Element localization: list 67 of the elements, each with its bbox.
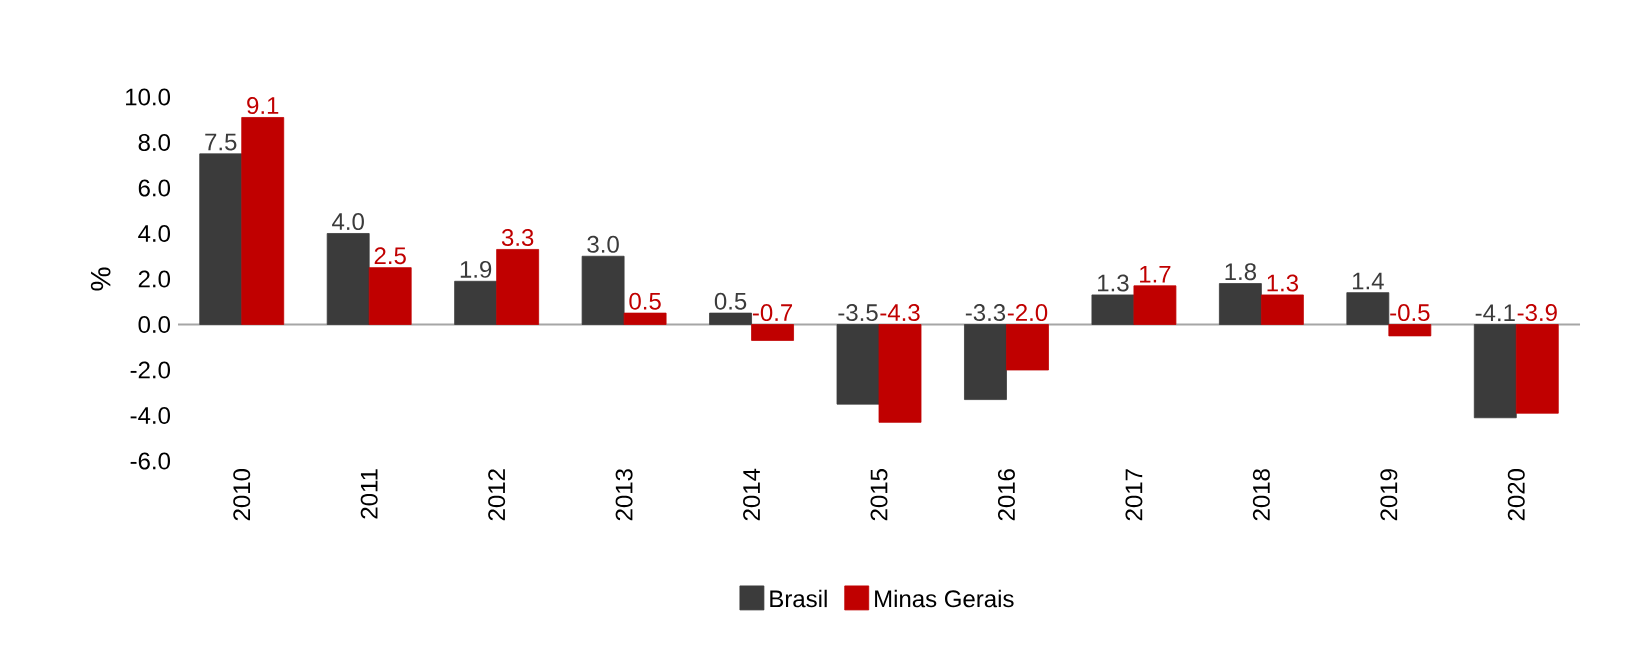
bar [1346,292,1390,325]
x-tick-label: 2019 [1380,469,1398,521]
y-tick-label: 2.0 [138,270,171,288]
data-label: -3.3 [965,304,1006,322]
bar [623,312,667,325]
y-tick-label: -6.0 [130,452,171,470]
bar [368,267,412,325]
y-tick-label: 0.0 [138,316,171,333]
bar [1473,324,1517,419]
data-label: -4.1 [1475,304,1515,322]
x-tick-label: 2020 [1507,469,1525,521]
data-label: -2.0 [1007,304,1048,322]
y-tick-label: -2.0 [130,361,171,379]
x-tick-label: 2018 [1252,469,1270,521]
data-label: 1.3 [1267,274,1299,292]
data-label: 3.3 [501,229,534,247]
data-label: 1.4 [1352,272,1384,290]
bar [199,153,243,325]
bar [1133,285,1177,325]
data-label: 3.0 [587,235,619,253]
bar [581,255,625,325]
bar [836,324,880,405]
bar [1218,283,1262,325]
data-label: -0.5 [1390,304,1430,322]
data-label: 7.5 [205,133,237,151]
y-tick-label: 8.0 [138,134,171,151]
x-tick-label: 2015 [870,469,888,521]
bar [1091,294,1135,325]
data-label: 1.8 [1225,263,1257,281]
data-label: 1.7 [1140,265,1171,283]
bar [241,117,285,325]
y-tick-label: 10.0 [126,88,171,106]
y-tick-label: 6.0 [138,179,171,197]
data-label: 2.5 [374,247,406,265]
legend-label: Brasil [770,589,827,608]
bar [496,249,540,325]
data-label: 0.5 [714,292,747,310]
x-tick-label: 2016 [997,469,1015,521]
bar [326,233,370,325]
data-label: -4.3 [880,304,920,322]
data-label: 1.3 [1098,274,1129,292]
bar [1006,324,1049,371]
legend-label: Minas Gerais [875,589,1014,608]
x-tick-label: 2013 [615,469,633,521]
bar [1515,324,1559,414]
y-axis-title: % [90,267,111,291]
x-tick-label: 2011 [360,469,378,519]
bar [878,324,922,423]
bar [709,312,752,325]
bar [751,324,794,341]
bar [454,280,498,325]
data-label: -3.5 [838,304,878,322]
data-label: 9.1 [247,97,279,115]
data-label: -0.7 [752,304,793,322]
bar [964,324,1007,400]
bar [1260,294,1304,325]
x-tick-label: 2017 [1125,469,1143,521]
x-tick-label: 2014 [743,468,761,521]
data-label: 1.9 [460,260,492,278]
bar [1388,324,1432,337]
data-label: -3.9 [1517,304,1557,322]
x-tick-label: 2012 [488,469,506,521]
y-tick-label: -4.0 [130,407,171,424]
x-tick-label: 2010 [233,469,251,521]
data-label: 0.5 [629,292,661,310]
data-label: 4.0 [332,213,364,231]
y-tick-label: 4.0 [138,225,171,242]
